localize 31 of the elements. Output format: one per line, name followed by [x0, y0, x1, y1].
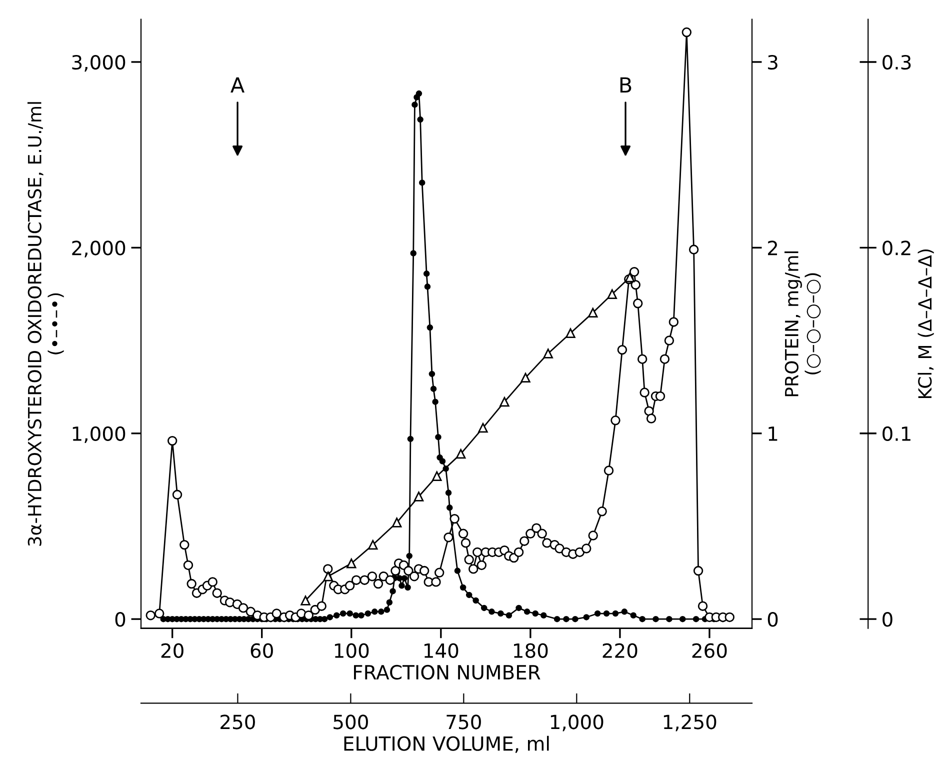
y3-tick-label: 0.2: [882, 240, 910, 256]
y3-axis-title: KCl, M (Δ–Δ–Δ–Δ): [918, 249, 934, 398]
x2-tick-label: 750: [446, 714, 481, 730]
x2-tick-label: 500: [334, 714, 368, 730]
x2-axis-title: ELUTION VOLUME, ml: [344, 736, 549, 753]
x2-tick-label: 1,250: [664, 714, 716, 732]
y3-tick-label: 0: [882, 612, 892, 627]
y-tick-label: 1,000: [72, 426, 126, 444]
annotation: B: [620, 77, 632, 93]
x-tick-label: 100: [334, 643, 369, 658]
y-axis-title: 3α-HYDROXYSTEROID OXIDOREDUCTASE, E.U./ml (•–•–•): [28, 102, 64, 546]
annotation: A: [230, 77, 244, 93]
x-tick-label: 60: [250, 643, 273, 658]
y3-tick-label: 0.1: [882, 426, 910, 442]
x2-tick-label: 250: [220, 714, 255, 730]
y2-tick-label: 0: [768, 612, 778, 627]
y2-tick-label: 3: [768, 54, 778, 70]
y3-tick-label: 0.3: [882, 54, 911, 70]
x2-tick-label: 1,000: [550, 714, 604, 732]
y-tick-label: 2,000: [72, 240, 126, 258]
x-tick-label: 140: [424, 643, 458, 658]
y-tick-label: 3,000: [72, 54, 126, 72]
x-tick-label: 20: [161, 643, 184, 658]
y2-axis-title: PROTEIN, mg/ml (○–○–○–○): [784, 251, 821, 396]
x-tick-label: 260: [692, 643, 727, 658]
x-tick-label: 220: [602, 643, 638, 658]
x-tick-label: 180: [514, 643, 548, 658]
y2-tick-label: 2: [768, 240, 778, 256]
x-axis-title: FRACTION NUMBER: [354, 664, 540, 680]
y-tick-label: 0: [115, 612, 126, 627]
y2-tick-label: 1: [768, 426, 778, 441]
